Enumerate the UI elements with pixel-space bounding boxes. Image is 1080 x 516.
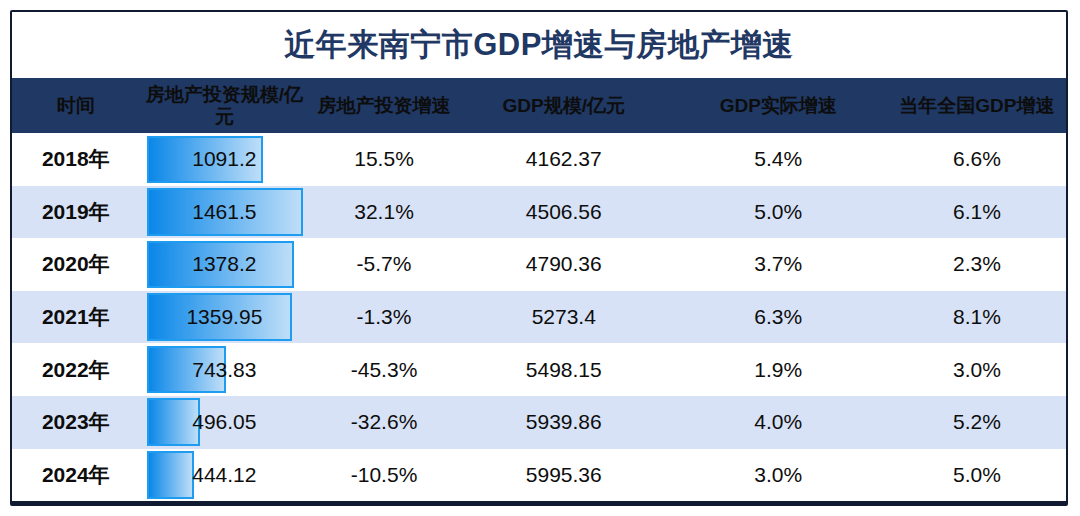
- national-growth-value: 8.1%: [888, 291, 1066, 344]
- national-growth-value: 6.1%: [888, 186, 1066, 239]
- national-growth-value: 2.3%: [888, 238, 1066, 291]
- title-bar: 近年来南宁市GDP增速与房地产增速: [12, 12, 1066, 78]
- investment-value: 1378.2: [192, 252, 256, 276]
- column-header-investment-growth: 房地产投资增速: [309, 78, 459, 133]
- investment-value: 1359.95: [186, 305, 262, 329]
- investment-value: 743.83: [192, 358, 256, 382]
- table-row-2018: 2018年 1091.2 15.5% 4162.37 5.4% 6.6%: [12, 133, 1066, 186]
- gdp-growth-value: 5.0%: [669, 186, 888, 239]
- table-header-row: 时间 房地产投资规模/亿元 房地产投资增速 GDP规模/亿元 GDP实际增速 当…: [12, 78, 1066, 133]
- table-row-2021: 2021年 1359.95 -1.3% 5273.4 6.3% 8.1%: [12, 291, 1066, 344]
- investment-growth-value: 32.1%: [309, 186, 459, 239]
- investment-bar: [147, 451, 194, 499]
- table-body: 2018年 1091.2 15.5% 4162.37 5.4% 6.6% 201…: [12, 133, 1066, 501]
- investment-bar-cell: 444.12: [140, 449, 310, 502]
- investment-bar-cell: 1378.2: [140, 238, 310, 291]
- year-label: 2018年: [12, 133, 140, 186]
- table-row-2023: 2023年 496.05 -32.6% 5939.86 4.0% 5.2%: [12, 396, 1066, 449]
- gdp-value: 4790.36: [459, 238, 669, 291]
- gdp-value: 5995.36: [459, 449, 669, 502]
- gdp-value: 5939.86: [459, 396, 669, 449]
- table-row-2020: 2020年 1378.2 -5.7% 4790.36 3.7% 2.3%: [12, 238, 1066, 291]
- investment-bar-cell: 496.05: [140, 396, 310, 449]
- year-label: 2023年: [12, 396, 140, 449]
- year-label: 2024年: [12, 449, 140, 502]
- investment-bar-cell: 743.83: [140, 343, 310, 396]
- investment-growth-value: 15.5%: [309, 133, 459, 186]
- investment-growth-value: -10.5%: [309, 449, 459, 502]
- investment-value: 1091.2: [192, 147, 256, 171]
- investment-growth-value: -32.6%: [309, 396, 459, 449]
- investment-value: 496.05: [192, 410, 256, 434]
- gdp-growth-value: 1.9%: [669, 343, 888, 396]
- year-label: 2020年: [12, 238, 140, 291]
- investment-bar-cell: 1091.2: [140, 133, 310, 186]
- gdp-value: 5273.4: [459, 291, 669, 344]
- investment-growth-value: -1.3%: [309, 291, 459, 344]
- investment-value: 1461.5: [192, 200, 256, 224]
- table-row-2019: 2019年 1461.5 32.1% 4506.56 5.0% 6.1%: [12, 186, 1066, 239]
- year-label: 2019年: [12, 186, 140, 239]
- investment-growth-value: -45.3%: [309, 343, 459, 396]
- national-growth-value: 3.0%: [888, 343, 1066, 396]
- gdp-growth-value: 3.7%: [669, 238, 888, 291]
- investment-bar-cell: 1461.5: [140, 186, 310, 239]
- gdp-growth-value: 6.3%: [669, 291, 888, 344]
- year-label: 2021年: [12, 291, 140, 344]
- gdp-growth-value: 4.0%: [669, 396, 888, 449]
- national-growth-value: 5.2%: [888, 396, 1066, 449]
- table-row-2022: 2022年 743.83 -45.3% 5498.15 1.9% 3.0%: [12, 343, 1066, 396]
- column-header-gdp-growth: GDP实际增速: [669, 78, 888, 133]
- column-header-gdp-scale: GDP规模/亿元: [459, 78, 669, 133]
- national-growth-value: 6.6%: [888, 133, 1066, 186]
- gdp-value: 4506.56: [459, 186, 669, 239]
- investment-value: 444.12: [192, 463, 256, 487]
- investment-bar-cell: 1359.95: [140, 291, 310, 344]
- column-header-time: 时间: [12, 78, 140, 133]
- column-header-national-gdp-growth: 当年全国GDP增速: [888, 78, 1066, 133]
- table-row-2024: 2024年 444.12 -10.5% 5995.36 3.0% 5.0%: [12, 449, 1066, 502]
- column-header-investment-scale: 房地产投资规模/亿元: [140, 78, 310, 133]
- gdp-growth-value: 5.4%: [669, 133, 888, 186]
- gdp-growth-value: 3.0%: [669, 449, 888, 502]
- gdp-value: 4162.37: [459, 133, 669, 186]
- year-label: 2022年: [12, 343, 140, 396]
- investment-growth-value: -5.7%: [309, 238, 459, 291]
- national-growth-value: 5.0%: [888, 449, 1066, 502]
- gdp-value: 5498.15: [459, 343, 669, 396]
- page-title: 近年来南宁市GDP增速与房地产增速: [284, 24, 794, 66]
- table-card: 近年来南宁市GDP增速与房地产增速 时间 房地产投资规模/亿元 房地产投资增速 …: [10, 10, 1068, 506]
